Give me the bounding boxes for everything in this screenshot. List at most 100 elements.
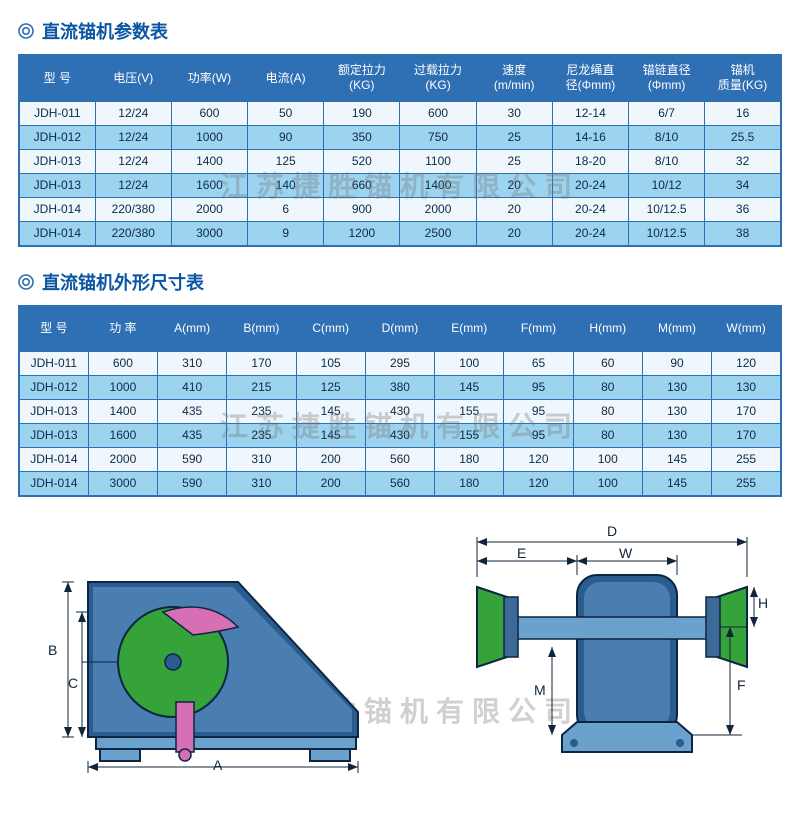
table-cell: 145 bbox=[435, 376, 504, 400]
table-cell: JDH-013 bbox=[19, 424, 88, 448]
table-cell: 95 bbox=[504, 376, 573, 400]
table-cell: 25 bbox=[476, 149, 552, 173]
table-cell: 1600 bbox=[171, 173, 247, 197]
table-cell: 30 bbox=[476, 101, 552, 125]
table-cell: 600 bbox=[88, 352, 157, 376]
circle-bullet-icon bbox=[18, 23, 34, 39]
table-cell: JDH-012 bbox=[19, 376, 88, 400]
table-cell: 100 bbox=[573, 472, 642, 497]
table-cell: 200 bbox=[296, 448, 365, 472]
table-cell: 6/7 bbox=[629, 101, 705, 125]
table-cell: JDH-014 bbox=[19, 197, 95, 221]
table-header: E(mm) bbox=[435, 306, 504, 352]
table-cell: 255 bbox=[712, 448, 781, 472]
table-cell: 900 bbox=[324, 197, 400, 221]
table-cell: 170 bbox=[712, 424, 781, 448]
dim-label-b: B bbox=[48, 642, 57, 658]
table-header: A(mm) bbox=[158, 306, 227, 352]
table-cell: 20 bbox=[476, 221, 552, 246]
table-cell: 130 bbox=[642, 400, 711, 424]
table-cell: 10/12 bbox=[629, 173, 705, 197]
dim-label-h: H bbox=[758, 595, 768, 611]
table-cell: JDH-013 bbox=[19, 149, 95, 173]
table-cell: 16 bbox=[705, 101, 781, 125]
table-cell: JDH-013 bbox=[19, 173, 95, 197]
table-cell: 80 bbox=[573, 376, 642, 400]
table-cell: 310 bbox=[227, 472, 296, 497]
table-cell: 235 bbox=[227, 400, 296, 424]
table-cell: 200 bbox=[296, 472, 365, 497]
table-cell: JDH-014 bbox=[19, 221, 95, 246]
table-header: 功 率 bbox=[88, 306, 157, 352]
table-cell: 36 bbox=[705, 197, 781, 221]
table-cell: 430 bbox=[365, 424, 434, 448]
table-cell: JDH-012 bbox=[19, 125, 95, 149]
table-cell: JDH-014 bbox=[19, 472, 88, 497]
table-cell: 3000 bbox=[171, 221, 247, 246]
table-cell: 310 bbox=[158, 352, 227, 376]
table-cell: 2000 bbox=[400, 197, 476, 221]
table-cell: 145 bbox=[642, 472, 711, 497]
table-cell: 125 bbox=[296, 376, 365, 400]
table-row: JDH-01210004102151253801459580130130 bbox=[19, 376, 781, 400]
table-cell: 25.5 bbox=[705, 125, 781, 149]
table-cell: 180 bbox=[435, 472, 504, 497]
params-table: 型 号电压(V)功率(W)电流(A)额定拉力(KG)过载拉力(KG)速度(m/m… bbox=[18, 54, 782, 247]
table-cell: 10/12.5 bbox=[629, 221, 705, 246]
section-title: 直流锚机参数表 bbox=[42, 18, 168, 44]
table-row: JDH-01314004352351454301559580130170 bbox=[19, 400, 781, 424]
table-cell: 220/380 bbox=[95, 197, 171, 221]
table-cell: 90 bbox=[642, 352, 711, 376]
table-cell: 1600 bbox=[88, 424, 157, 448]
table-cell: 295 bbox=[365, 352, 434, 376]
table-cell: 100 bbox=[573, 448, 642, 472]
table-header: B(mm) bbox=[227, 306, 296, 352]
table-cell: 80 bbox=[573, 400, 642, 424]
table-row: JDH-01312/24140012552011002518-208/1032 bbox=[19, 149, 781, 173]
table-cell: 95 bbox=[504, 400, 573, 424]
table-cell: 60 bbox=[573, 352, 642, 376]
table-cell: 120 bbox=[504, 472, 573, 497]
table-cell: 3000 bbox=[88, 472, 157, 497]
table-cell: 25 bbox=[476, 125, 552, 149]
table-cell: 20-24 bbox=[552, 173, 628, 197]
table-cell: 34 bbox=[705, 173, 781, 197]
table-cell: 600 bbox=[400, 101, 476, 125]
table-cell: 170 bbox=[712, 400, 781, 424]
table-header: 锚链直径(Φmm) bbox=[629, 55, 705, 101]
table-cell: 170 bbox=[227, 352, 296, 376]
table-cell: 430 bbox=[365, 400, 434, 424]
section-header-params: 直流锚机参数表 bbox=[18, 18, 782, 44]
table-row: JDH-0143000590310200560180120100145255 bbox=[19, 472, 781, 497]
table-cell: 590 bbox=[158, 448, 227, 472]
table-row: JDH-01112/24600501906003012-146/716 bbox=[19, 101, 781, 125]
table-cell: 1400 bbox=[171, 149, 247, 173]
table-cell: 130 bbox=[642, 424, 711, 448]
table-row: JDH-01212/241000903507502514-168/1025.5 bbox=[19, 125, 781, 149]
table-header: 型 号 bbox=[19, 306, 88, 352]
table-cell: 20 bbox=[476, 197, 552, 221]
table-cell: 20 bbox=[476, 173, 552, 197]
table-cell: 38 bbox=[705, 221, 781, 246]
table-cell: 12/24 bbox=[95, 101, 171, 125]
table-header: 过载拉力(KG) bbox=[400, 55, 476, 101]
table-cell: 560 bbox=[365, 472, 434, 497]
table-cell: 560 bbox=[365, 448, 434, 472]
table-cell: 155 bbox=[435, 400, 504, 424]
table-cell: 105 bbox=[296, 352, 365, 376]
table-header: W(mm) bbox=[712, 306, 781, 352]
table-cell: 20-24 bbox=[552, 221, 628, 246]
section-header-dimensions: 直流锚机外形尺寸表 bbox=[18, 269, 782, 295]
table-cell: 8/10 bbox=[629, 149, 705, 173]
table-cell: 130 bbox=[642, 376, 711, 400]
table-cell: 350 bbox=[324, 125, 400, 149]
dim-label-e: E bbox=[517, 545, 526, 561]
table-row: JDH-0142000590310200560180120100145255 bbox=[19, 448, 781, 472]
table-cell: 80 bbox=[573, 424, 642, 448]
table-cell: 100 bbox=[435, 352, 504, 376]
table-row: JDH-01316004352351454301559580130170 bbox=[19, 424, 781, 448]
table-row: JDH-011600310170105295100656090120 bbox=[19, 352, 781, 376]
table-cell: 380 bbox=[365, 376, 434, 400]
table-cell: 12/24 bbox=[95, 149, 171, 173]
table-cell: 1000 bbox=[88, 376, 157, 400]
